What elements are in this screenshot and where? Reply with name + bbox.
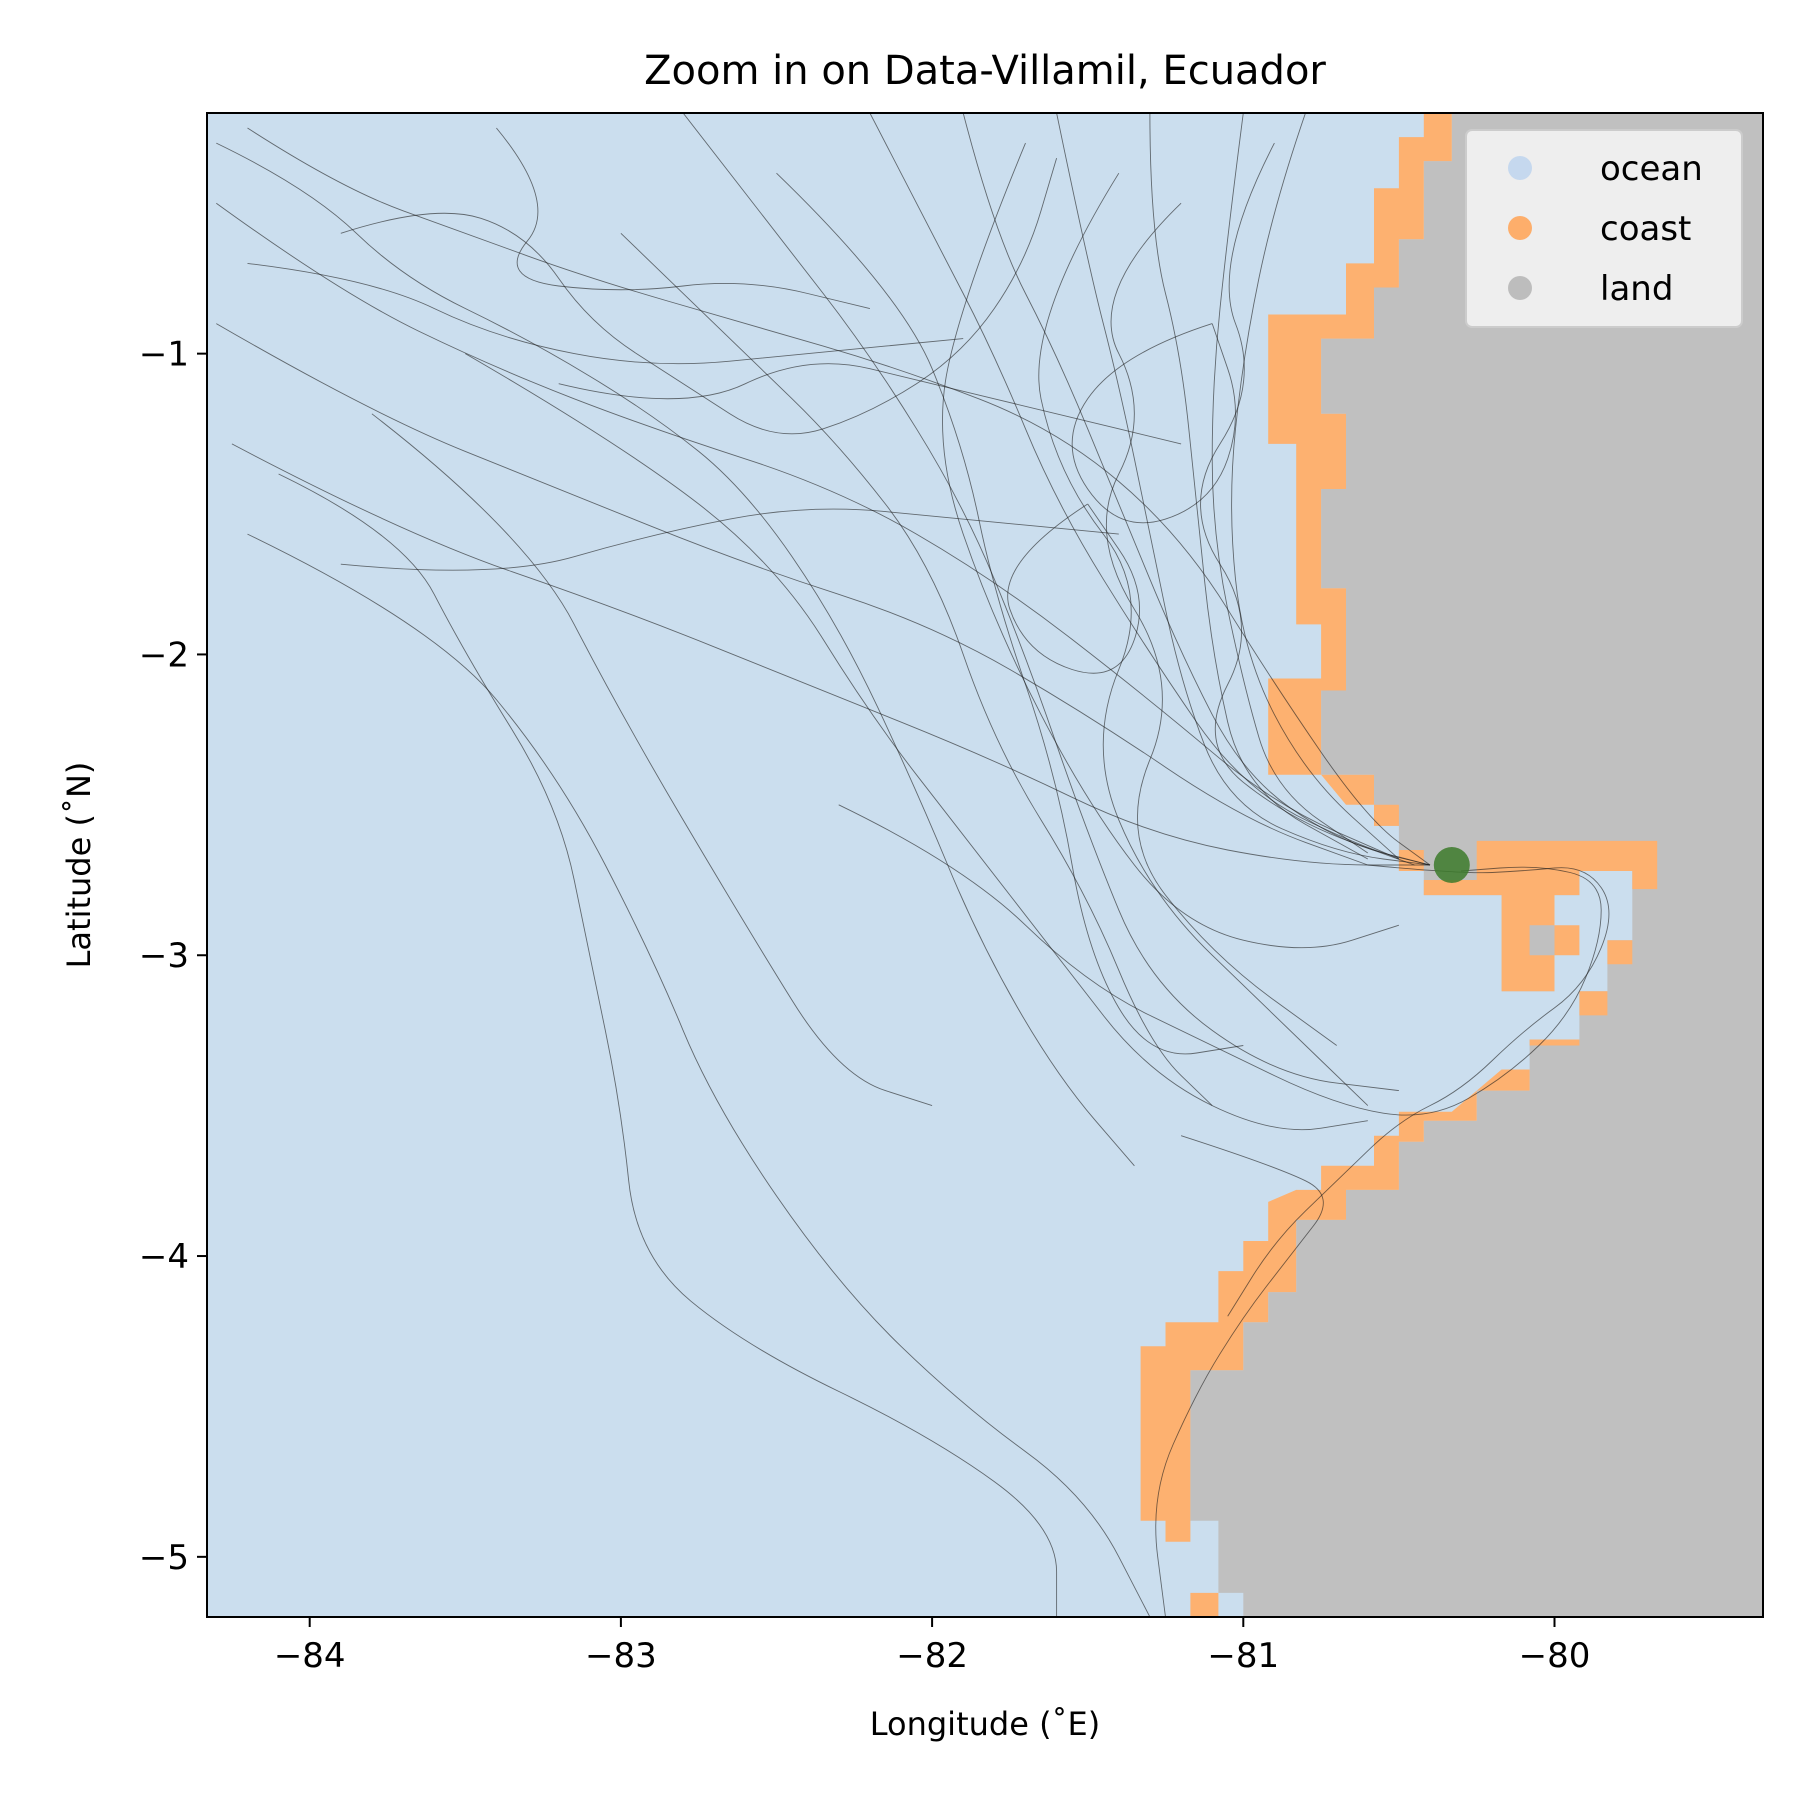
trajectory-line-6 xyxy=(278,473,1058,1617)
trajectory-line-22 xyxy=(1071,323,1236,524)
legend-marker-land xyxy=(1508,276,1532,300)
trajectory-line-26 xyxy=(340,508,1119,571)
trajectory-line-16 xyxy=(1231,113,1400,860)
map-area xyxy=(207,113,1763,1617)
trajectory-line-8 xyxy=(465,353,1368,1131)
y-tick-label: −2 xyxy=(139,635,189,675)
trajectory-line-4 xyxy=(231,443,1430,866)
y-tick-label: −4 xyxy=(139,1237,189,1277)
trajectory-line-20 xyxy=(1105,202,1337,1046)
release-point-marker xyxy=(1433,847,1470,883)
y-tick-label: −3 xyxy=(139,936,189,976)
x-axis: −84 −83 −82 −81 −80 xyxy=(274,1617,1591,1676)
y-axis: −1 −2 −3 −4 −5 xyxy=(139,335,207,1578)
trajectory-line-30 xyxy=(216,142,1135,1167)
trajectory-line-14 xyxy=(1149,113,1369,860)
trajectory-line-12 xyxy=(962,113,1431,866)
trajectory-line-32 xyxy=(340,157,1058,435)
trajectory-line-2 xyxy=(216,202,1400,860)
trajectory-line-29 xyxy=(1227,864,1610,1317)
trajectory-line-28 xyxy=(1155,1135,1324,1617)
trajectory-line-23 xyxy=(1007,503,1140,674)
plot-frame xyxy=(206,112,1764,1618)
x-tick-label: −82 xyxy=(896,1636,968,1676)
coast-cells xyxy=(1140,113,1658,1617)
trajectory-line-15 xyxy=(1211,113,1369,854)
trajectory-line-17 xyxy=(776,172,1244,1055)
trajectory-line-21 xyxy=(1200,142,1415,866)
legend-marker-ocean xyxy=(1508,156,1532,180)
x-tick-label: −80 xyxy=(1519,1636,1591,1676)
legend-box xyxy=(1465,129,1743,328)
legend-label-coast: coast xyxy=(1600,209,1691,249)
drifter-trajectories xyxy=(216,113,1610,1617)
x-tick-label: −81 xyxy=(1207,1636,1279,1676)
legend-label-ocean: ocean xyxy=(1600,149,1703,189)
trajectory-line-7 xyxy=(371,413,933,1107)
x-axis-label: Longitude (˚E) xyxy=(870,1705,1101,1743)
trajectory-line-18 xyxy=(942,142,1400,949)
y-tick-label: −5 xyxy=(139,1538,189,1578)
chart-title: Zoom in on Data-Villamil, Ecuador xyxy=(644,48,1326,94)
legend-label-land: land xyxy=(1600,269,1673,309)
legend: ocean coast land xyxy=(1465,129,1743,328)
trajectory-line-19 xyxy=(1038,172,1369,1106)
y-tick-label: −1 xyxy=(139,335,189,375)
trajectory-line-5 xyxy=(247,533,1151,1617)
trajectory-line-3 xyxy=(216,323,1368,866)
trajectory-line-11 xyxy=(869,113,1431,866)
x-tick-label: −84 xyxy=(274,1636,346,1676)
trajectory-line-31 xyxy=(496,127,871,309)
trajectory-line-25 xyxy=(247,262,964,365)
trajectory-line-13 xyxy=(1056,113,1431,866)
y-axis-label: Latitude (˚N) xyxy=(60,762,98,969)
trajectory-line-1 xyxy=(247,127,1431,866)
trajectory-line-9 xyxy=(620,232,1213,1106)
trajectory-line-24 xyxy=(558,363,1182,445)
trajectory-line-27 xyxy=(838,804,1602,1116)
trajectory-line-10 xyxy=(682,113,1399,1092)
legend-marker-coast xyxy=(1508,216,1532,240)
x-tick-label: −83 xyxy=(585,1636,657,1676)
